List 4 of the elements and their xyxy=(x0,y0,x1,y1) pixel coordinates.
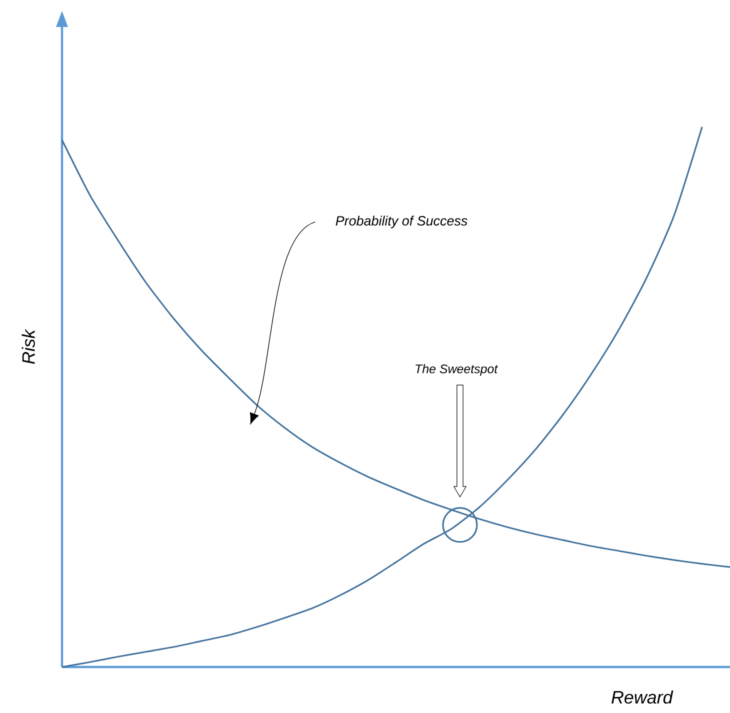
y-axis-title: Risk xyxy=(22,328,35,364)
annotation: The Sweetspot xyxy=(416,364,498,376)
x-axis-title: Reward xyxy=(612,690,674,704)
annotation: Probability of Success xyxy=(336,216,468,228)
